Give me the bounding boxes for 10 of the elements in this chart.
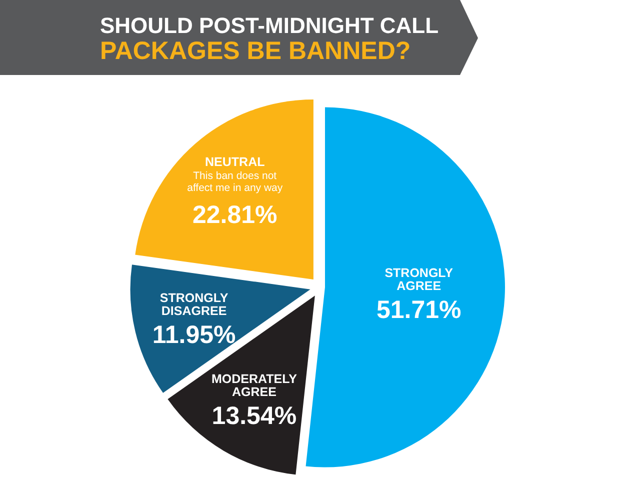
slice-label: STRONGLY AGREE bbox=[384, 266, 454, 293]
text: This ban does not affect me in any way bbox=[187, 170, 283, 194]
data-label: 11.95% bbox=[152, 321, 236, 350]
slice-label: STRONGLY DISAGREE bbox=[160, 291, 229, 318]
slice-label: MODERATELY AGREE bbox=[211, 372, 298, 400]
data-label: 22.81% bbox=[192, 200, 278, 229]
data-label: 51.71% bbox=[376, 296, 462, 324]
slice-label: NEUTRAL bbox=[205, 154, 266, 169]
chart-title: SHOULD POST-MIDNIGHT CALL PACKAGES BE BANNED? bbox=[100, 13, 439, 65]
data-label: 13.54% bbox=[212, 402, 297, 430]
